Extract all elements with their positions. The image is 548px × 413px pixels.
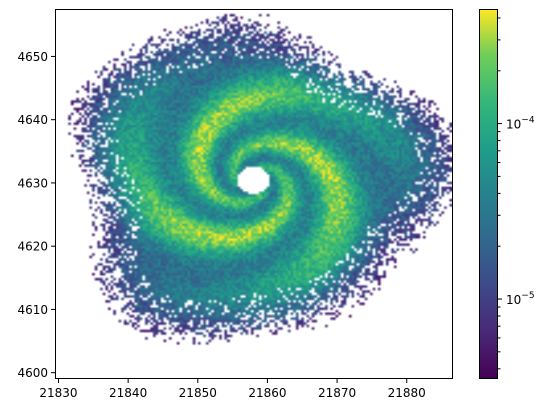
y-tick-label: 4600 <box>17 366 48 380</box>
colorbar-tick-base: 10 <box>506 293 521 307</box>
x-tick-label: 21870 <box>318 386 356 400</box>
y-axis: 4600 4610 4620 4630 4640 4650 <box>17 50 55 380</box>
y-tick-label: 4620 <box>17 240 48 254</box>
colorbar-tick-label: 10−5 <box>506 291 535 307</box>
colorbar-tick-label: 10−4 <box>506 116 535 132</box>
y-tick-label: 4610 <box>17 303 48 317</box>
x-tick-label: 21880 <box>388 386 426 400</box>
x-tick-label: 21830 <box>39 386 77 400</box>
colorbar-gradient <box>479 9 498 379</box>
colorbar-minor-ticks <box>498 17 501 370</box>
x-tick-label: 21860 <box>248 386 286 400</box>
heatmap-image <box>55 9 452 379</box>
x-axis: 21830 21840 21850 21860 21870 21880 <box>39 379 426 400</box>
colorbar-tick-exponent: −5 <box>521 291 534 301</box>
y-tick-label: 4640 <box>17 113 48 127</box>
x-tick-label: 21840 <box>109 386 147 400</box>
colorbar-tick-base: 10 <box>506 118 521 132</box>
y-tick-label: 4650 <box>17 50 48 64</box>
plot-frame <box>55 9 453 379</box>
y-tick-label: 4630 <box>17 176 48 190</box>
colorbar-tick-exponent: −4 <box>521 116 535 126</box>
colorbar-frame <box>479 9 498 379</box>
x-tick-label: 21850 <box>179 386 217 400</box>
colorbar-major-ticks: 10−510−4 <box>498 116 535 307</box>
heatmap-plot <box>55 9 453 379</box>
colorbar: 10−510−4 <box>479 9 535 379</box>
